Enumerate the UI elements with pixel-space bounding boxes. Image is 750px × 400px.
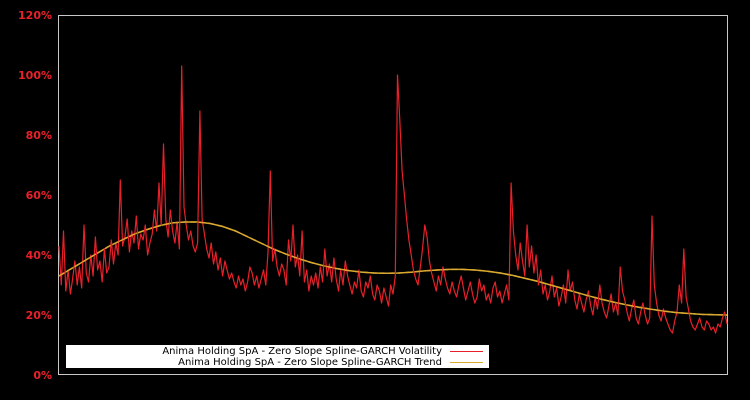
y-tick-label: 40% xyxy=(25,249,52,262)
y-tick-label: 120% xyxy=(18,9,52,22)
legend-item-volatility: Anima Holding SpA - Zero Slope Spline-GA… xyxy=(162,346,483,357)
legend-swatch-trend xyxy=(450,362,483,363)
legend-item-trend: Anima Holding SpA - Zero Slope Spline-GA… xyxy=(178,357,483,368)
trend-series-line-overlay xyxy=(58,221,728,316)
chart-legend: Anima Holding SpA - Zero Slope Spline-GA… xyxy=(66,345,489,368)
plot-frame xyxy=(58,15,728,375)
y-tick-label: 0% xyxy=(33,369,52,382)
y-tick-label: 80% xyxy=(25,129,52,142)
trend-series-line xyxy=(58,221,728,316)
legend-label: Anima Holding SpA - Zero Slope Spline-GA… xyxy=(178,357,442,368)
legend-label: Anima Holding SpA - Zero Slope Spline-GA… xyxy=(162,346,442,357)
y-tick-label: 60% xyxy=(25,189,52,202)
y-tick-label: 100% xyxy=(18,69,52,82)
volatility-series-line xyxy=(58,65,728,334)
y-tick-label: 20% xyxy=(25,309,52,322)
legend-swatch-volatility xyxy=(450,351,483,352)
